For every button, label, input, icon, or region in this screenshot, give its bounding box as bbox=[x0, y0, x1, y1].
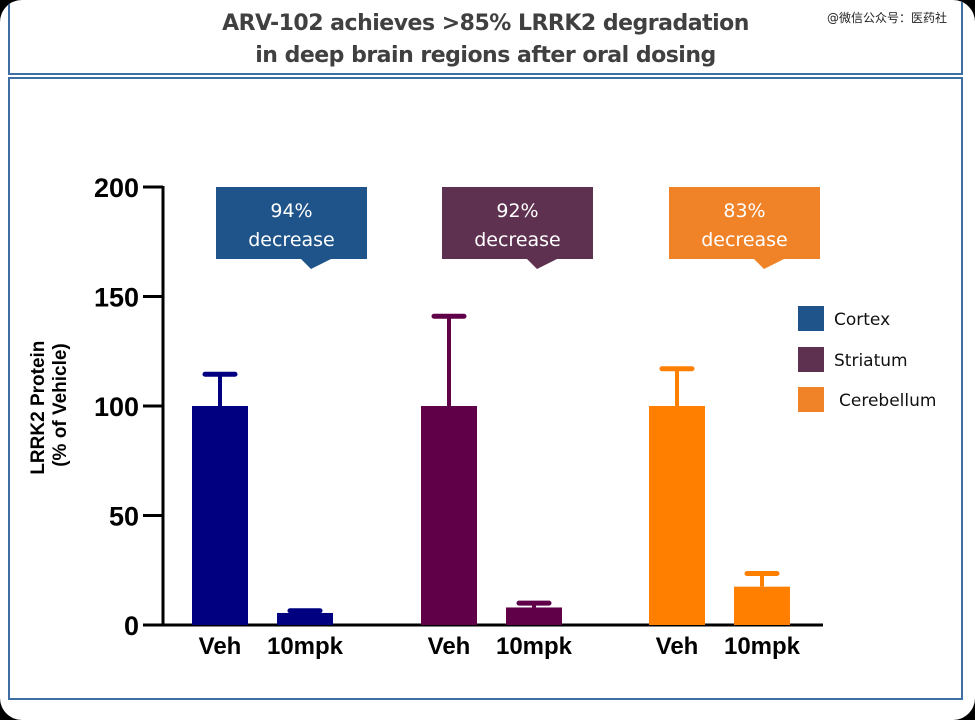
x-category-label: 10mpk bbox=[724, 633, 801, 660]
bar-cerebellum-veh bbox=[649, 406, 705, 625]
bar-cerebellum-10mpk bbox=[734, 586, 790, 625]
y-tick-label: 100 bbox=[94, 392, 139, 422]
callouts: 94% decrease 92% decrease 83% decrease bbox=[216, 187, 820, 269]
legend-label: Cortex bbox=[834, 310, 890, 330]
bar-group-cortex: Veh 10mpk bbox=[192, 371, 344, 660]
legend-swatch bbox=[798, 387, 824, 412]
callout-striatum: 92% decrease bbox=[442, 187, 593, 269]
x-category-label: Veh bbox=[428, 633, 471, 660]
bar-group-cerebellum: Veh 10mpk bbox=[649, 366, 801, 660]
bars: Veh 10mpk Veh 10mpk Veh 10mpk bbox=[192, 313, 801, 660]
legend-label: Striatum bbox=[834, 351, 908, 371]
callout-percent: 94% bbox=[270, 200, 312, 222]
callout-label: decrease bbox=[701, 229, 788, 251]
y-axis-label: LRRK2 Protein (% of Vehicle) bbox=[28, 335, 71, 474]
callout-box bbox=[669, 187, 820, 269]
y-axis: 0 50 100 150 200 bbox=[94, 173, 165, 641]
callout-percent: 83% bbox=[723, 200, 765, 222]
legend-item-cerebellum: Cerebellum bbox=[798, 387, 936, 412]
bar-striatum-10mpk bbox=[506, 607, 562, 625]
y-axis-label-line-1: LRRK2 Protein bbox=[28, 341, 49, 475]
y-tick-label: 50 bbox=[109, 502, 139, 532]
y-tick-label: 150 bbox=[94, 283, 139, 313]
bar-group-striatum: Veh 10mpk bbox=[421, 313, 573, 660]
title-panel: ARV-102 achieves >85% LRRK2 degradation … bbox=[8, 2, 963, 75]
legend-swatch bbox=[798, 347, 824, 372]
x-category-label: 10mpk bbox=[496, 633, 573, 660]
y-tick-label: 0 bbox=[124, 611, 139, 641]
bar-striatum-veh bbox=[421, 406, 477, 625]
callout-label: decrease bbox=[474, 229, 561, 251]
bar-cortex-veh bbox=[192, 406, 248, 625]
legend: Cortex Striatum Cerebellum bbox=[798, 306, 936, 412]
legend-item-cortex: Cortex bbox=[798, 306, 890, 331]
y-tick-label: 200 bbox=[94, 173, 139, 203]
chart-title: ARV-102 achieves >85% LRRK2 degradation … bbox=[10, 8, 961, 72]
callout-box bbox=[216, 187, 367, 269]
legend-swatch bbox=[798, 306, 824, 331]
legend-label: Cerebellum bbox=[839, 391, 936, 411]
x-category-label: Veh bbox=[199, 633, 242, 660]
title-line-1: ARV-102 achieves >85% LRRK2 degradation bbox=[222, 11, 749, 36]
callout-percent: 92% bbox=[496, 200, 538, 222]
watermark: @微信公众号：医药社 bbox=[826, 11, 947, 25]
title-line-2: in deep brain regions after oral dosing bbox=[255, 43, 716, 68]
x-category-label: 10mpk bbox=[267, 633, 344, 660]
bar-cortex-10mpk bbox=[277, 612, 333, 625]
callout-cortex: 94% decrease bbox=[216, 187, 367, 269]
callout-label: decrease bbox=[248, 229, 335, 251]
legend-item-striatum: Striatum bbox=[798, 347, 908, 372]
callout-cerebellum: 83% decrease bbox=[669, 187, 820, 269]
y-axis-label-line-2: (% of Vehicle) bbox=[50, 343, 71, 467]
callout-box bbox=[442, 187, 593, 269]
x-category-label: Veh bbox=[656, 633, 699, 660]
